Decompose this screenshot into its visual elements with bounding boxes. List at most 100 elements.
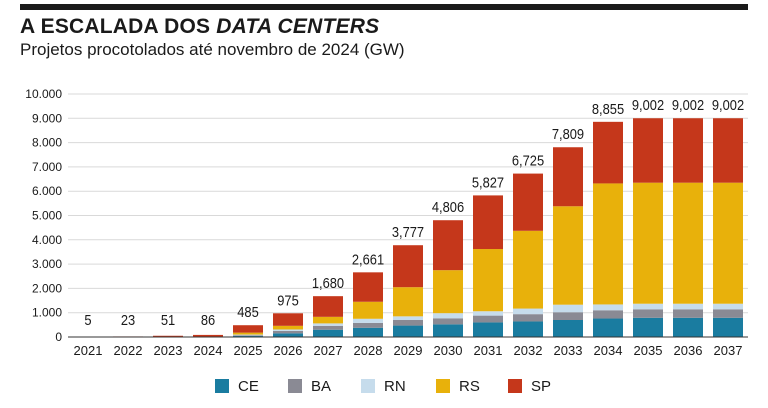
data-label: 5,827 <box>472 173 504 190</box>
legend-swatch <box>215 379 229 393</box>
bar-segment-rs <box>273 325 303 330</box>
bar-segment-rn <box>713 303 743 310</box>
bar-segment-rs <box>233 332 263 335</box>
bar-segment-ba <box>273 330 303 334</box>
y-tick-label: 5.000 <box>32 209 62 223</box>
bar-segment-ce <box>273 333 303 337</box>
bar-segment-sp <box>273 313 303 326</box>
legend-label: BA <box>311 377 332 395</box>
bar-segment-rs <box>633 182 663 304</box>
x-tick-label: 2033 <box>554 343 583 358</box>
bar-segment-ce <box>513 321 543 337</box>
x-tick-label: 2035 <box>634 343 663 358</box>
y-tick-label: 7.000 <box>32 160 62 174</box>
data-label: 6,725 <box>512 152 544 169</box>
data-label: 4,806 <box>432 198 464 215</box>
data-label: 8,855 <box>592 100 624 117</box>
bar-segment-ba <box>673 309 703 318</box>
bar-segment-rs <box>433 270 463 314</box>
y-tick-label: 9.000 <box>32 111 62 125</box>
bar-segment-sp <box>393 245 423 288</box>
bar-segment-ce <box>313 329 343 337</box>
bar-segment-ba <box>313 325 343 330</box>
x-tick-label: 2027 <box>314 343 343 358</box>
data-label: 51 <box>161 311 176 328</box>
x-tick-label: 2024 <box>194 343 223 358</box>
legend-item-ba: BA <box>288 372 331 400</box>
bar-segment-rs <box>593 183 623 305</box>
x-tick-label: 2021 <box>74 343 103 358</box>
bar-segment-rs <box>353 301 383 319</box>
bar-segment-rn <box>353 318 383 323</box>
bar-segment-sp <box>233 325 263 333</box>
bar-segment-rs <box>473 249 503 312</box>
bar-segment-ce <box>633 317 663 337</box>
bar-segment-sp <box>433 220 463 271</box>
legend-label: RS <box>459 377 480 395</box>
bar-segment-ba <box>393 319 423 326</box>
data-label: 5 <box>84 311 91 328</box>
bar-segment-ba <box>433 318 463 325</box>
bar-segment-ce <box>353 327 383 337</box>
data-label: 23 <box>121 311 136 328</box>
legend-item-ce: CE <box>215 372 259 400</box>
data-label: 1,680 <box>312 274 344 291</box>
y-tick-label: 8.000 <box>32 136 62 150</box>
x-tick-label: 2025 <box>234 343 263 358</box>
x-tick-label: 2031 <box>474 343 503 358</box>
x-tick-label: 2029 <box>394 343 423 358</box>
bar-segment-sp <box>473 195 503 250</box>
legend-item-rs: RS <box>436 372 480 400</box>
chart-title-emphasis: DATA CENTERS <box>216 15 380 38</box>
bar-segment-ce <box>673 317 703 337</box>
bar-segment-rs <box>313 316 343 324</box>
chart-legend: CE BA RN RS SP <box>0 372 768 400</box>
bar-segment-rn <box>553 304 583 313</box>
bar-segment-ba <box>553 312 583 320</box>
bar-segment-ba <box>473 315 503 323</box>
bar-segment-ba <box>513 314 543 322</box>
bar-segment-sp <box>673 118 703 183</box>
bar-segment-rn <box>513 308 543 315</box>
y-tick-label: 6.000 <box>32 184 62 198</box>
x-tick-label: 2034 <box>594 343 623 358</box>
legend-label: CE <box>238 377 259 395</box>
x-tick-label: 2037 <box>714 343 743 358</box>
bar-segment-sp <box>593 121 623 184</box>
legend-item-sp: SP <box>508 372 551 400</box>
data-label: 86 <box>201 311 216 328</box>
y-tick-label: 1.000 <box>32 306 62 320</box>
bar-segment-ba <box>713 309 743 318</box>
bar-segment-sp <box>633 118 663 183</box>
x-tick-label: 2026 <box>274 343 303 358</box>
bar-segment-rs <box>553 206 583 305</box>
stacked-bar-chart: 0 1.000 2.000 3.000 4.000 5.000 6.000 7.000 8.00… <box>25 87 748 358</box>
data-label: 485 <box>237 303 259 320</box>
x-tick-label: 2028 <box>354 343 383 358</box>
bar-segment-rn <box>273 329 303 331</box>
legend-swatch <box>436 379 450 393</box>
bar-segment-rn <box>393 316 423 320</box>
x-tick-label: 2030 <box>434 343 463 358</box>
bar-segment-ce <box>473 322 503 337</box>
bar-segment-ba <box>593 310 623 319</box>
legend-swatch <box>508 379 522 393</box>
x-tick-label: 2022 <box>114 343 143 358</box>
bar-segment-ce <box>393 325 423 337</box>
bar-segment-ba <box>633 309 663 318</box>
y-tick-label: 4.000 <box>32 233 62 247</box>
y-tick-label: 0 <box>55 330 62 344</box>
bar-segment-sp <box>193 334 223 337</box>
data-label: 7,809 <box>552 125 584 142</box>
chart-title-main: A ESCALADA DOS <box>20 15 217 38</box>
bar-segment-sp <box>553 147 583 207</box>
bar-segment-ce <box>553 319 583 337</box>
x-tick-label: 2032 <box>514 343 543 358</box>
data-label: 9,002 <box>632 96 664 113</box>
legend-swatch <box>288 379 302 393</box>
data-label: 2,661 <box>352 250 384 267</box>
bar-segment-rs <box>513 230 543 309</box>
y-tick-label: 10.000 <box>25 87 62 101</box>
bar-segment-sp <box>153 335 183 337</box>
data-label: 3,777 <box>392 223 424 240</box>
